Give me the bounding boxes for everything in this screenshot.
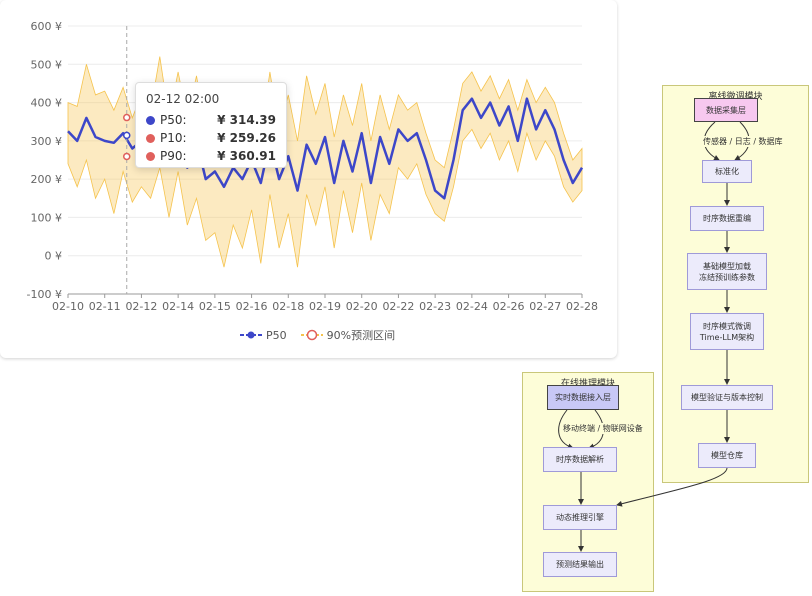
legend-label: 90%预测区间: [326, 329, 396, 342]
x-tick-label: 02-11: [89, 300, 121, 313]
online-module-title: 在线推理模块: [560, 379, 615, 389]
ring-icon: [300, 329, 323, 341]
hover-point: [122, 113, 131, 122]
y-tick-label: 400 ¥: [31, 97, 63, 110]
hover-point: [122, 131, 131, 140]
y-axis: 600 ¥ 500 ¥ 400 ¥ 300 ¥ 200 ¥ 100 ¥ 0 ¥ -100 ¥: [27, 20, 62, 301]
x-tick-label: 02-12: [125, 300, 157, 313]
x-tick-label: 02-18: [272, 300, 304, 313]
node-finetune: 时序模式微调 Time-LLM架构: [690, 313, 764, 350]
y-tick-label: 0 ¥: [45, 250, 63, 263]
hover-point: [122, 152, 131, 161]
y-tick-label: 200 ¥: [31, 173, 63, 186]
node-model-repo: 模型仓库: [698, 443, 756, 468]
chart-card: 600 ¥500 ¥400 ¥300 ¥200 ¥100 ¥0 ¥ -100 ¥ …: [0, 0, 617, 358]
crosshair-layer: [122, 26, 131, 294]
node-data-collection: 数据采集层: [694, 98, 758, 122]
p10-dot-icon: [146, 133, 155, 143]
line-dot-icon: [240, 331, 262, 339]
tooltip-value: ¥ 259.26: [217, 131, 276, 145]
offline-module-title: 离线微调模块: [708, 92, 763, 102]
y-tick-label: 100 ¥: [31, 211, 63, 224]
x-axis: 02-10 02-11 02-12 02-14 02-15 02-16 02-18 02-19…: [52, 293, 598, 313]
x-tick-label: 02-28: [566, 300, 598, 313]
x-tick-label: 02-10: [52, 300, 84, 313]
p50-dot-icon: [146, 115, 155, 125]
x-tick-label: 02-19: [309, 300, 341, 313]
node-reshape: 时序数据重编: [690, 206, 764, 231]
x-tick-label: 02-20: [346, 300, 378, 313]
node-normalize: 标准化: [702, 160, 752, 183]
tooltip-row-p10: P10: ¥ 259.26: [146, 129, 276, 147]
edge-label-sensors: 传感器 / 日志 / 数据库: [703, 136, 783, 147]
x-tick-label: 02-26: [493, 300, 525, 313]
legend-label: P50: [266, 328, 287, 342]
x-tick-label: 02-16: [236, 300, 268, 313]
legend-item-interval[interactable]: 90%预测区间: [300, 327, 396, 343]
edge-label-devices: 移动终端 / 物联网设备: [563, 423, 643, 434]
tooltip: 02-12 02:00 P50: ¥ 314.39 P10: ¥ 259.26 …: [135, 82, 287, 168]
tooltip-label: P10:: [160, 131, 187, 145]
y-tick-label: -100 ¥: [27, 288, 62, 301]
tooltip-row-p90: P90: ¥ 360.91: [146, 147, 276, 165]
x-tick-label: 02-24: [456, 300, 488, 313]
y-tick-label: 300 ¥: [31, 135, 63, 148]
tooltip-value: ¥ 314.39: [217, 113, 276, 127]
x-tick-label: 02-14: [162, 300, 194, 313]
tooltip-title: 02-12 02:00: [146, 92, 220, 106]
legend: P50 90%预测区间: [240, 327, 395, 343]
x-tick-label: 02-22: [382, 300, 414, 313]
tooltip-label: P50:: [160, 113, 187, 127]
legend-item-p50[interactable]: P50: [240, 329, 287, 342]
node-model-load-line2: 冻结预训练参数: [699, 272, 755, 282]
node-output: 预测结果输出: [543, 552, 617, 577]
tooltip-label: P90:: [160, 149, 187, 163]
x-tick-label: 02-23: [419, 300, 451, 313]
y-tick-label: 500 ¥: [31, 58, 63, 71]
tooltip-row-p50: P50: ¥ 314.39: [146, 111, 276, 129]
node-finetune-line1: 时序模式微调: [703, 321, 751, 331]
node-model-load-line1: 基础模型加载: [703, 261, 751, 271]
node-model-load: 基础模型加载 冻结预训练参数: [687, 253, 767, 290]
node-parse: 时序数据解析: [543, 447, 617, 472]
x-tick-label: 02-27: [529, 300, 561, 313]
node-finetune-line2: Time-LLM架构: [699, 332, 755, 342]
p90-dot-icon: [146, 151, 155, 161]
node-realtime-ingest: 实时数据接入层: [547, 385, 619, 410]
architecture-flowchart: 离线微调模块 在线推理模块 数据采集层 传感器 / 日志 / 数据库 标准化 时…: [495, 80, 812, 596]
node-validate: 模型验证与版本控制: [681, 385, 773, 410]
tooltip-value: ¥ 360.91: [217, 149, 276, 163]
x-tick-label: 02-15: [199, 300, 231, 313]
node-inference-engine: 动态推理引擎: [543, 505, 617, 530]
y-tick-label: 600 ¥: [31, 20, 63, 33]
